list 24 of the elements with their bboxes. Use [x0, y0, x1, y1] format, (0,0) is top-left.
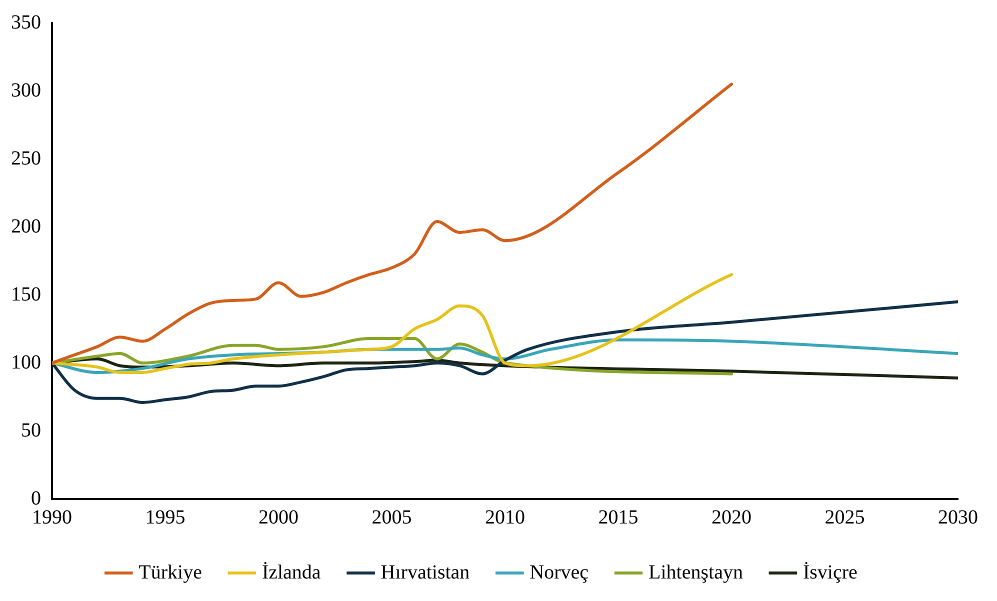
- legend-label: Norveç: [530, 561, 589, 584]
- legend-label: Türkiye: [138, 561, 202, 584]
- y-tick-label: 250: [11, 147, 41, 170]
- line-series: [52, 273, 733, 374]
- x-tick-label: 2025: [824, 506, 865, 528]
- x-tick-label: 2030: [938, 506, 978, 528]
- line-series: [52, 82, 733, 364]
- x-tick-label: 2010: [485, 506, 525, 528]
- x-tick-label: 2005: [372, 506, 412, 528]
- y-tick-label: 300: [11, 79, 41, 102]
- legend-label: Hırvatistan: [380, 561, 470, 584]
- legend-label: Lihtenştayn: [648, 561, 743, 584]
- y-tick-label: 100: [11, 351, 41, 374]
- x-tick-label: 2015: [598, 506, 638, 528]
- y-tick-label: 200: [11, 215, 41, 238]
- y-tick-label: 150: [11, 283, 41, 306]
- y-tick-label: 50: [21, 419, 41, 442]
- x-tick-label: 1995: [145, 506, 186, 528]
- y-tick-label: 350: [11, 11, 41, 34]
- x-tick-label: 2000: [258, 506, 298, 528]
- x-tick-label: 2020: [712, 506, 752, 528]
- legend-label: İzlanda: [262, 561, 321, 584]
- line-series: [52, 300, 958, 404]
- legend-label: İsviçre: [802, 561, 858, 584]
